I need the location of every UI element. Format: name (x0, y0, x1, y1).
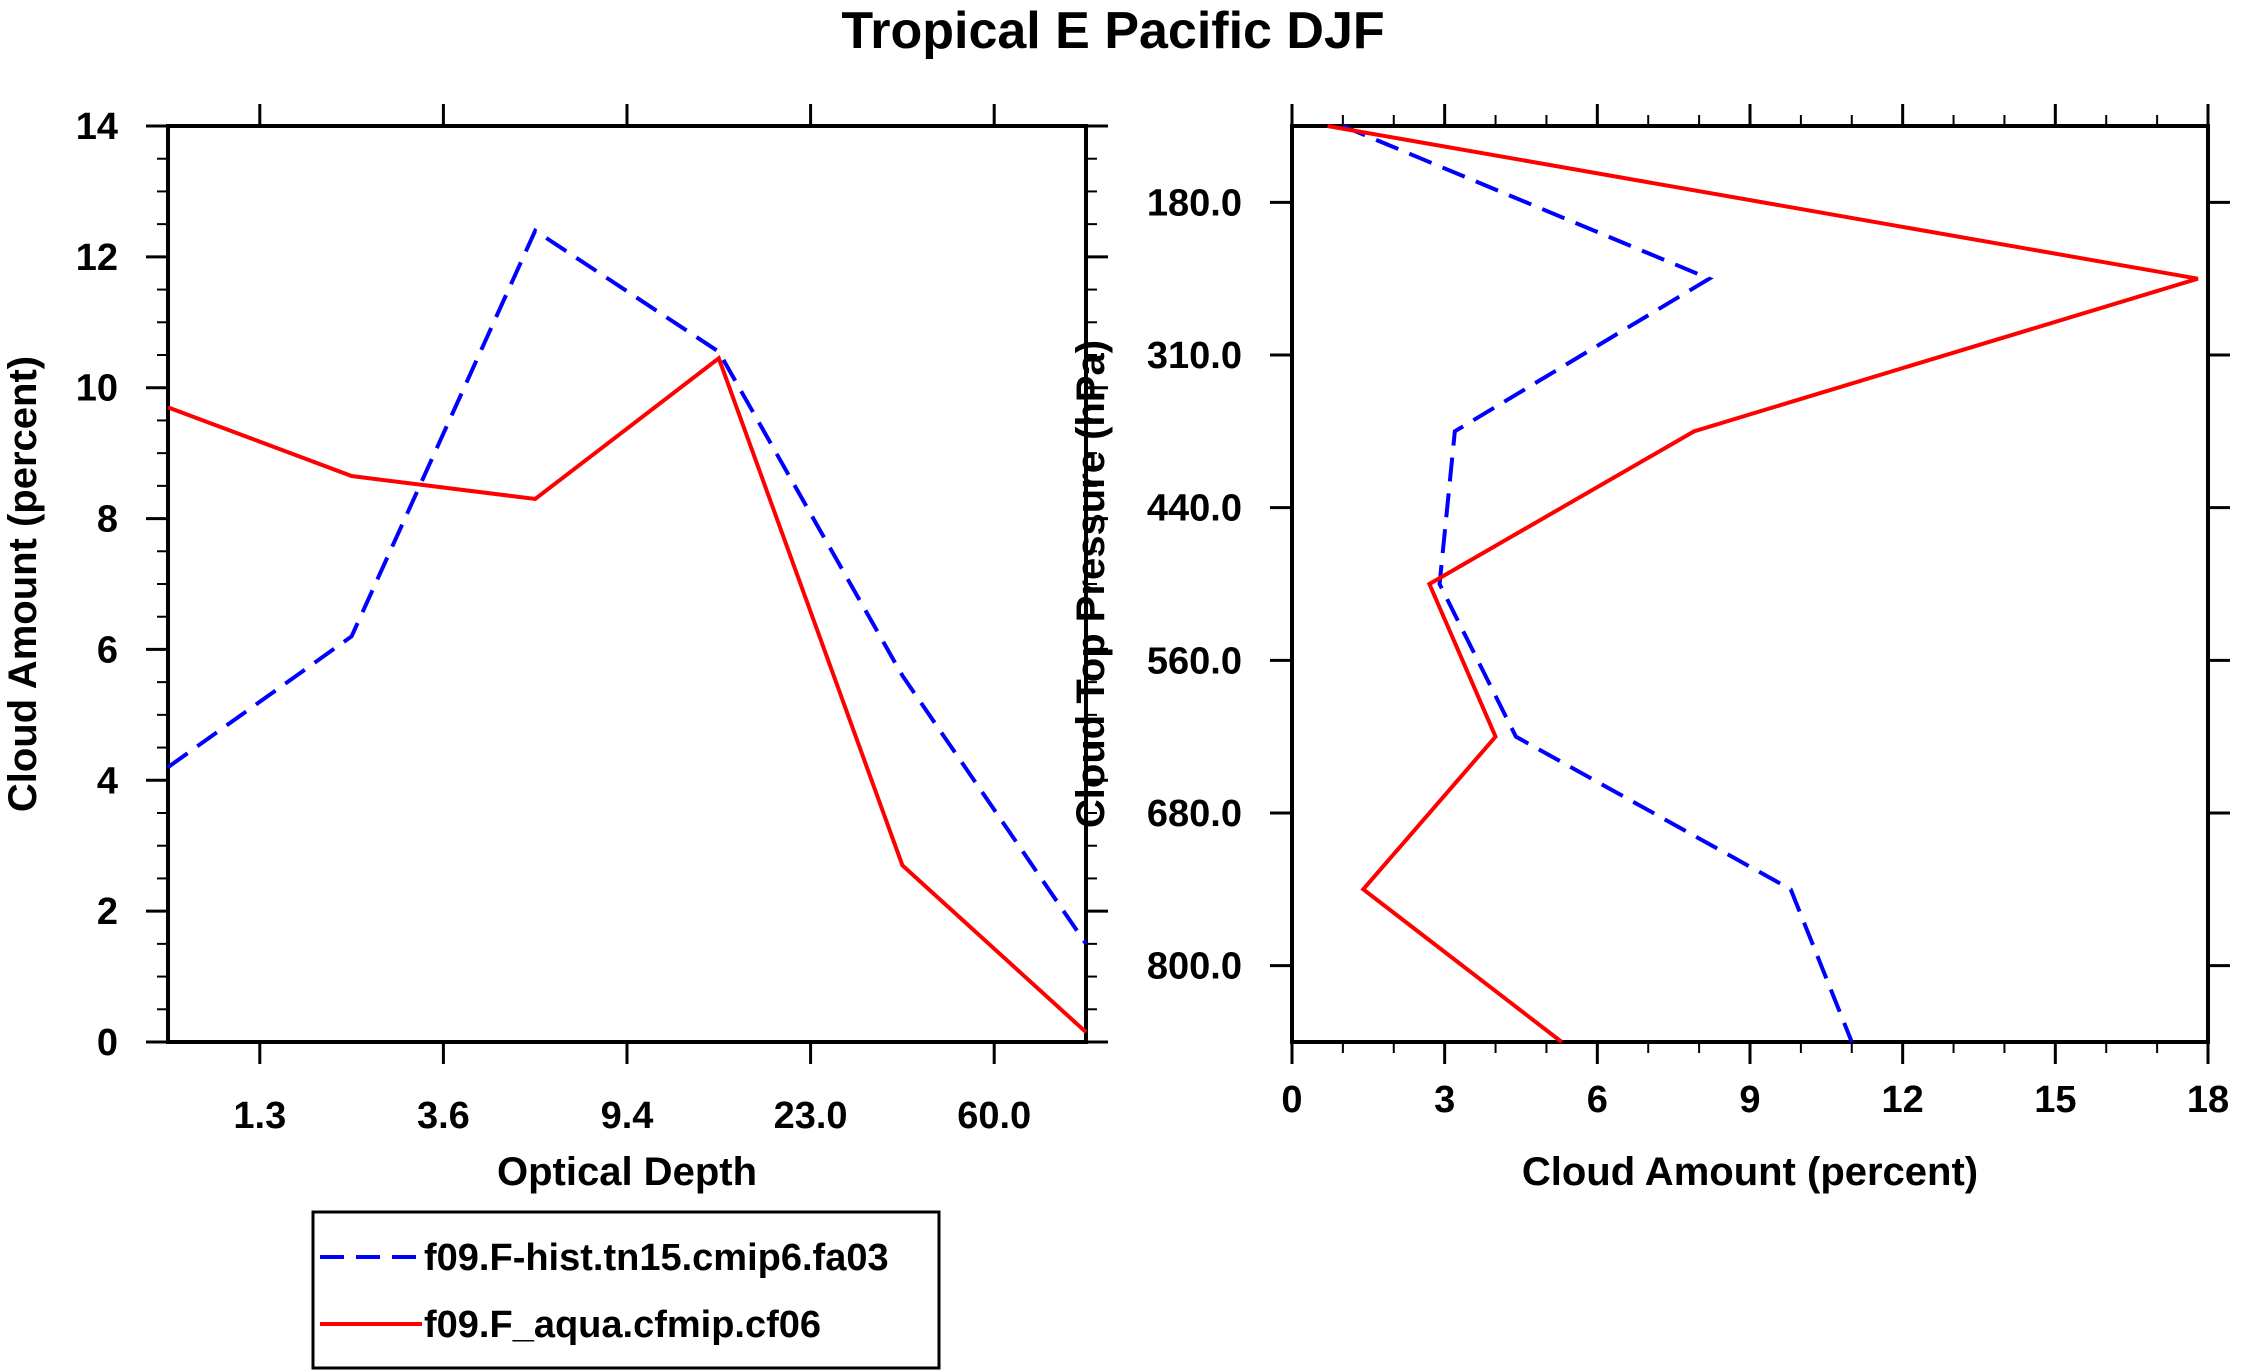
left-y-tick-label: 10 (76, 368, 118, 410)
left-y-tick-label: 2 (97, 891, 118, 933)
right-y-tick-label: 800.0 (1147, 946, 1242, 988)
chart-title: Tropical E Pacific DJF (841, 2, 1384, 60)
right-x-tick-label: 12 (1882, 1079, 1924, 1121)
left-x-tick-label: 3.6 (417, 1095, 470, 1137)
pressure-panel: 180.0 310.0 440.0 560.0 680.0 800.0 0 3 6 9 12 15 18… (1069, 104, 2230, 1194)
optical-depth-panel: 0 2 4 6 8 10 12 14 1.3 3.6 9.4 23.0 60.0 Optical Dep… (1, 104, 1108, 1194)
left-x-axis-label: Optical Depth (497, 1150, 757, 1194)
left-x-tick-label: 60.0 (957, 1095, 1031, 1137)
left-y-tick-label: 0 (97, 1022, 118, 1064)
right-y-tick-label: 310.0 (1147, 335, 1242, 377)
right-y-tick-label: 680.0 (1147, 793, 1242, 835)
right-series-solid-red (1327, 124, 2199, 1044)
legend-label: f09.F_aqua.cfmip.cf06 (424, 1304, 821, 1346)
left-y-tick-label: 14 (76, 106, 118, 148)
left-x-tick-label: 1.3 (233, 1095, 286, 1137)
left-y-tick-label: 8 (97, 499, 118, 541)
left-y-axis-label: Cloud Amount (percent) (1, 356, 45, 812)
right-x-axis-label: Cloud Amount (percent) (1522, 1150, 1978, 1194)
legend: f09.F-hist.tn15.cmip6.fa03 f09.F_aqua.cfm… (311, 1210, 941, 1370)
right-y-tick-label: 180.0 (1147, 182, 1242, 224)
right-x-tick-label: 15 (2034, 1079, 2076, 1121)
right-x-tick-label: 0 (1281, 1079, 1302, 1121)
right-x-tick-label: 3 (1434, 1079, 1455, 1121)
left-y-tick-label: 4 (97, 760, 118, 802)
legend-box (311, 1210, 941, 1370)
left-series-solid-red (167, 355, 1088, 1034)
right-y-axis-label: Cloud Top Pressure (hPa) (1069, 340, 1113, 828)
right-x-tick-label: 6 (1587, 1079, 1608, 1121)
left-x-tick-label: 23.0 (774, 1095, 848, 1137)
legend-label: f09.F-hist.tn15.cmip6.fa03 (424, 1237, 889, 1279)
right-series-dashed-blue (1342, 124, 1854, 1043)
left-y-tick-label: 6 (97, 629, 118, 671)
left-x-tick-label: 9.4 (601, 1095, 654, 1137)
right-x-tick-label: 18 (2187, 1079, 2229, 1121)
left-series-dashed-blue (166, 227, 1088, 945)
right-x-tick-label: 9 (1739, 1079, 1760, 1121)
right-y-tick-label: 560.0 (1147, 640, 1242, 682)
left-y-tick-label: 12 (76, 237, 118, 279)
right-y-tick-label: 440.0 (1147, 488, 1242, 530)
